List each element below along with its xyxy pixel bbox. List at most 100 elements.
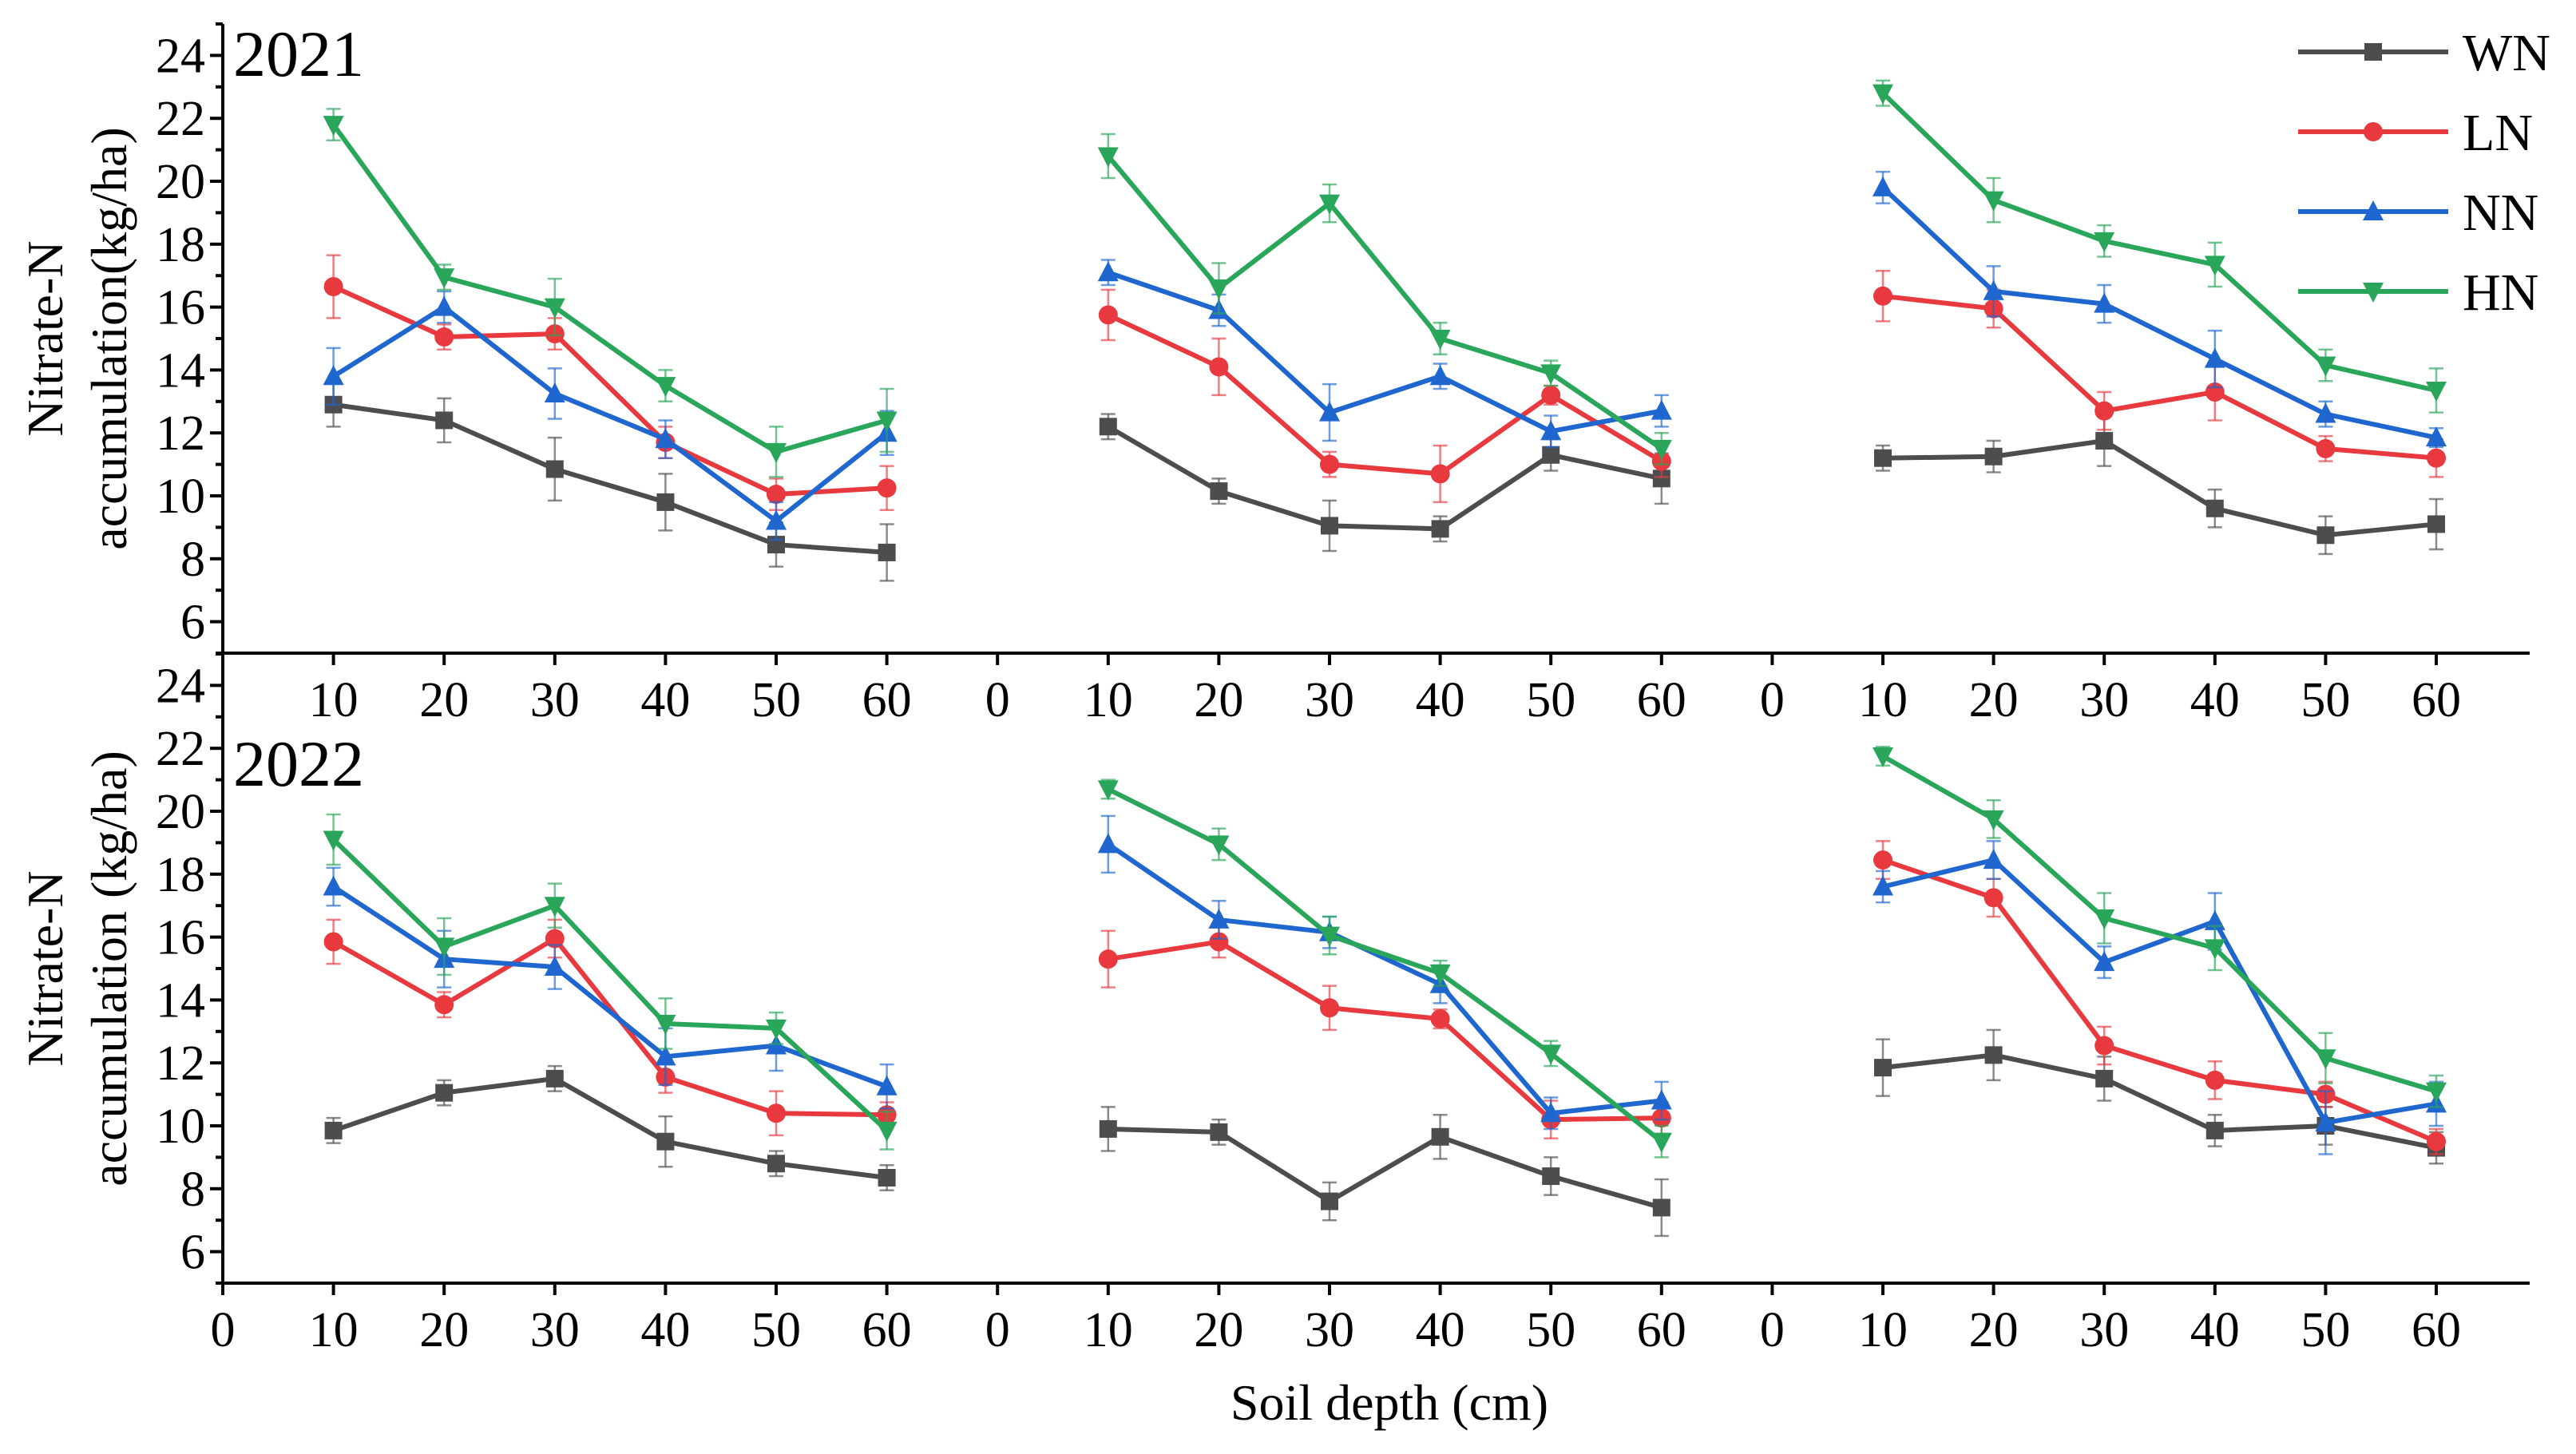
x-tick-label: 0 bbox=[985, 1303, 1010, 1357]
series-line-NN bbox=[332, 304, 889, 524]
data-point-NN bbox=[1873, 176, 1893, 196]
data-point-NN bbox=[2204, 347, 2225, 368]
y-tick-label: 14 bbox=[156, 343, 205, 398]
series-line-WN bbox=[1882, 438, 2437, 538]
legend-marker-LN bbox=[2364, 122, 2383, 141]
data-point-LN bbox=[1209, 357, 1229, 377]
x-tick-label: 10 bbox=[309, 1303, 359, 1357]
data-point-NN bbox=[323, 365, 344, 386]
data-point-WN bbox=[1874, 1059, 1892, 1077]
data-point-HN bbox=[2094, 909, 2115, 929]
data-point-NN bbox=[876, 1075, 898, 1095]
data-point-HN bbox=[1429, 330, 1451, 350]
data-point-LN bbox=[2316, 438, 2336, 458]
x-tick-label: 40 bbox=[1416, 1303, 1465, 1357]
data-point-HN bbox=[1319, 194, 1340, 215]
y-axis-title: accumulation(kg/ha) bbox=[81, 127, 137, 550]
x-tick-label: 10 bbox=[309, 673, 359, 727]
series-line-HN bbox=[1880, 91, 2437, 393]
series-WN-group-2 bbox=[1099, 1106, 1670, 1238]
data-point-LN bbox=[2427, 1131, 2446, 1151]
x-tick-label: 30 bbox=[2079, 1303, 2129, 1357]
y-tick-label: 20 bbox=[156, 155, 205, 209]
data-point-HN bbox=[1540, 1044, 1562, 1065]
legend-item-NN: NN bbox=[2298, 184, 2538, 242]
data-point-NN bbox=[1983, 849, 2004, 870]
series-line-WN bbox=[1107, 424, 1663, 532]
series-line-LN bbox=[1882, 293, 2437, 461]
y-axis-title: Nitrate-N bbox=[17, 870, 73, 1066]
y-axis-title: Nitrate-N bbox=[17, 240, 73, 436]
x-tick-label: 10 bbox=[1084, 1303, 1133, 1357]
data-point-HN bbox=[1983, 191, 2004, 212]
series-line-LN bbox=[1882, 858, 2438, 1144]
data-point-NN bbox=[1429, 365, 1451, 386]
series-line-LN bbox=[1108, 939, 1662, 1123]
data-point-LN bbox=[1430, 1009, 1450, 1029]
legend-label: WN bbox=[2463, 24, 2550, 82]
data-point-WN bbox=[1321, 1192, 1338, 1210]
data-point-WN bbox=[1984, 447, 2003, 466]
legend-marker-WN bbox=[2364, 43, 2382, 61]
data-point-WN bbox=[1542, 1167, 1560, 1186]
data-point-HN bbox=[2426, 1082, 2447, 1103]
series-line-WN bbox=[1108, 1126, 1663, 1210]
data-point-NN bbox=[544, 956, 565, 977]
series-line-LN bbox=[1107, 312, 1663, 477]
x-tick-label: 20 bbox=[1194, 673, 1243, 727]
data-point-NN bbox=[2315, 1111, 2336, 1132]
y-tick-label: 12 bbox=[156, 1036, 205, 1091]
data-point-LN bbox=[2094, 401, 2114, 421]
data-point-WN bbox=[1431, 520, 1449, 538]
data-point-NN bbox=[655, 1045, 676, 1066]
legend-label: LN bbox=[2463, 104, 2533, 162]
series-line-NN bbox=[331, 885, 888, 1089]
data-point-WN bbox=[2095, 432, 2114, 450]
y-tick-label: 18 bbox=[156, 848, 205, 902]
x-tick-label: 60 bbox=[1637, 1303, 1686, 1357]
data-point-WN bbox=[2095, 1069, 2114, 1088]
y-tick-label: 12 bbox=[156, 406, 205, 461]
legend: WN LN NN HN bbox=[2298, 24, 2550, 322]
x-tick-label: 50 bbox=[751, 1303, 801, 1357]
data-point-HN bbox=[1208, 279, 1230, 299]
data-point-NN bbox=[2094, 951, 2115, 972]
x-tick-label: 0 bbox=[1760, 1303, 1785, 1357]
data-point-LN bbox=[2094, 1036, 2114, 1056]
data-point-WN bbox=[545, 1069, 564, 1088]
data-point-LN bbox=[767, 1103, 786, 1123]
series-NN-group-2 bbox=[1097, 259, 1672, 449]
x-tick-label: 20 bbox=[1969, 1303, 2019, 1357]
panel-2021: 6 8 10 12 14 16 18 20 22 24 10 20 30 40 50 60 0 10 20 30 40 5… bbox=[17, 18, 2530, 727]
y-tick-label: 24 bbox=[156, 29, 205, 83]
data-point-LN bbox=[434, 327, 454, 347]
data-point-HN bbox=[434, 937, 455, 958]
data-point-NN bbox=[1319, 401, 1340, 422]
data-point-NN bbox=[1097, 833, 1119, 854]
x-tick-label: 10 bbox=[1084, 673, 1133, 727]
data-point-WN bbox=[1874, 449, 1892, 467]
series-line-WN bbox=[1882, 1052, 2437, 1151]
data-point-HN bbox=[2426, 382, 2447, 402]
x-tick-label: 40 bbox=[2190, 1303, 2240, 1357]
data-point-NN bbox=[2426, 426, 2447, 447]
y-tick-label: 20 bbox=[156, 785, 205, 839]
data-point-LN bbox=[2427, 448, 2446, 468]
series-line-HN bbox=[331, 838, 889, 1133]
data-point-LN bbox=[2205, 1070, 2225, 1090]
data-point-LN bbox=[1541, 385, 1561, 405]
y-axis-title: accumulation (kg/ha) bbox=[81, 751, 137, 1187]
data-point-WN bbox=[878, 1169, 896, 1187]
series-line-HN bbox=[1106, 154, 1663, 451]
y-tick-label: 22 bbox=[156, 92, 205, 146]
data-point-NN bbox=[544, 382, 565, 402]
series-HN-group-3 bbox=[1873, 79, 2447, 414]
data-point-HN bbox=[2094, 232, 2115, 252]
data-point-HN bbox=[1429, 964, 1451, 985]
data-point-WN bbox=[1210, 482, 1228, 501]
x-tick-label: 40 bbox=[640, 673, 690, 727]
data-point-HN bbox=[1540, 364, 1562, 385]
series-HN-group-3 bbox=[1873, 745, 2447, 1108]
series-HN-group-2 bbox=[1097, 779, 1672, 1159]
